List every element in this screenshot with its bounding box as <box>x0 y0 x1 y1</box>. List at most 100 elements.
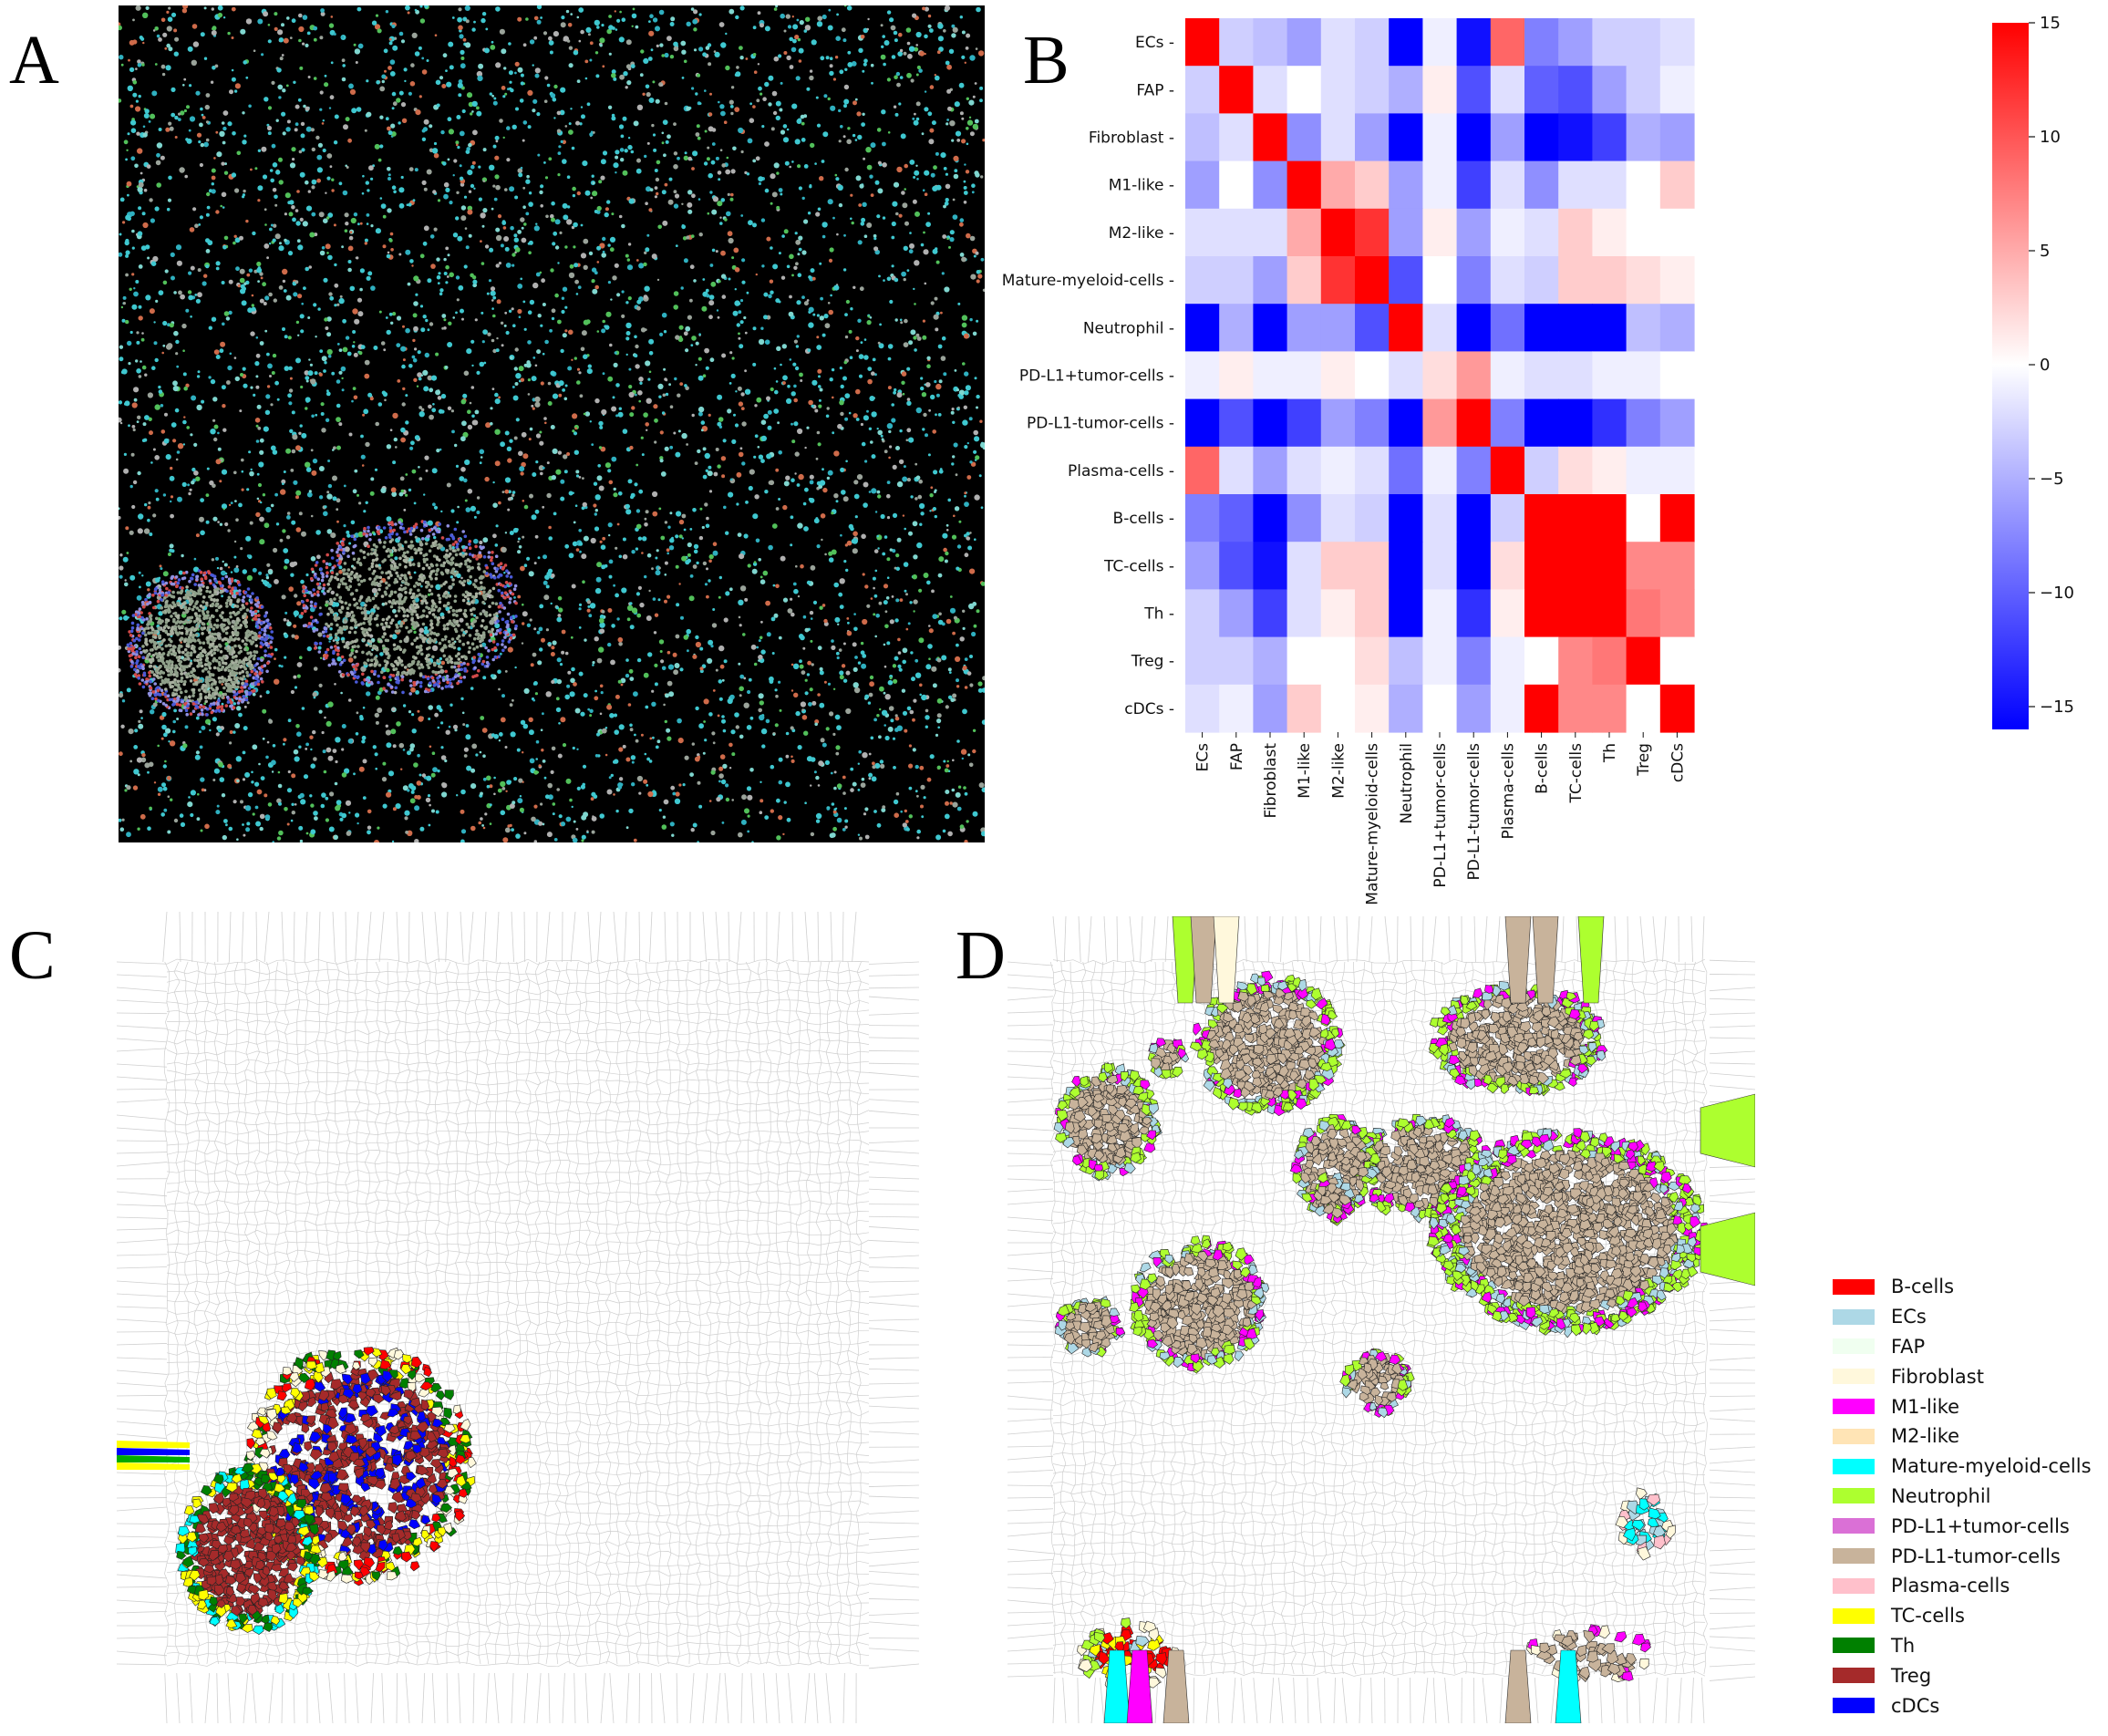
heatmap-cell <box>1355 542 1390 590</box>
heatmap-cell <box>1490 398 1525 448</box>
heatmap-cell <box>1422 542 1458 590</box>
heatmap-cell <box>1185 256 1220 305</box>
cell-type-legend: B-cells ECs FAP Fibroblast M1-like M2-like Mat… <box>1833 1272 2106 1720</box>
heatmap-cell <box>1626 160 1661 210</box>
heatmap-cell <box>1490 113 1525 162</box>
row-tick-label: ECs - <box>1135 34 1174 52</box>
legend-label: M2-like <box>1891 1425 1960 1448</box>
heatmap-cell <box>1592 636 1628 686</box>
heatmap-cell <box>1592 494 1628 542</box>
heatmap-cell <box>1422 684 1458 733</box>
heatmap-panel: ECs - FAP - Fibroblast - M1-like - M2-like -… <box>994 9 2108 921</box>
heatmap-cell <box>1558 351 1593 400</box>
heatmap-cell <box>1626 208 1661 257</box>
row-tick-label: Mature-myeloid-cells - <box>1002 272 1174 290</box>
heatmap-cell <box>1253 304 1288 352</box>
heatmap-cell <box>1253 66 1288 114</box>
heatmap-cell <box>1422 256 1458 305</box>
heatmap-cell <box>1355 494 1390 542</box>
heatmap-cell <box>1185 208 1220 257</box>
heatmap-cell <box>1422 589 1458 638</box>
heatmap-cell <box>1456 113 1492 162</box>
heatmap-cell <box>1422 636 1458 686</box>
legend-item: TC-cells <box>1833 1601 2106 1631</box>
colorbar-tick-label: 5 <box>2040 242 2050 261</box>
legend-swatch <box>1833 1338 1875 1355</box>
row-tick-label: Plasma-cells - <box>1068 462 1174 480</box>
row-tick-label: cDCs - <box>1124 700 1174 718</box>
heatmap-cell <box>1422 160 1458 210</box>
column-tick-label: Neutrophil <box>1398 743 1416 824</box>
heatmap-cell <box>1185 542 1220 590</box>
heatmap-cell <box>1490 589 1525 638</box>
voronoi-plot-c <box>117 912 919 1723</box>
heatmap-cell <box>1253 636 1288 686</box>
heatmap-cell <box>1355 398 1390 448</box>
heatmap-cell <box>1490 636 1525 686</box>
heatmap-cell <box>1524 636 1559 686</box>
heatmap-cell <box>1286 494 1322 542</box>
legend-item: Neutrophil <box>1833 1482 2106 1512</box>
heatmap-cell <box>1286 18 1322 67</box>
heatmap-cell <box>1524 208 1559 257</box>
heatmap-cell <box>1286 542 1322 590</box>
legend-swatch <box>1833 1278 1875 1295</box>
heatmap-cell <box>1320 684 1356 733</box>
heatmap-cell <box>1389 494 1423 542</box>
heatmap-cell <box>1355 304 1390 352</box>
heatmap-cell <box>1286 398 1322 448</box>
heatmap-cell <box>1524 446 1559 495</box>
heatmap-cell <box>1659 684 1695 733</box>
heatmap-cell <box>1659 398 1695 448</box>
legend-label: Mature-myeloid-cells <box>1891 1455 2092 1478</box>
heatmap-cell <box>1659 589 1695 638</box>
tissue-image <box>119 5 985 842</box>
tissue-cells <box>119 5 985 842</box>
colorbar-tick-label: 0 <box>2040 356 2050 375</box>
heatmap-cell <box>1490 542 1525 590</box>
heatmap-cell <box>1286 256 1322 305</box>
heatmap-cell <box>1659 66 1695 114</box>
row-tick-label: Neutrophil - <box>1083 319 1174 337</box>
column-tick-label: Fibroblast <box>1262 743 1280 819</box>
heatmap-cell <box>1659 446 1695 495</box>
heatmap-cell <box>1659 542 1695 590</box>
heatmap-cell <box>1592 113 1628 162</box>
heatmap-cell <box>1422 351 1458 400</box>
heatmap-cell <box>1286 160 1322 210</box>
legend-label: ECs <box>1891 1306 1927 1328</box>
panel-label-d: D <box>956 917 1006 994</box>
legend-swatch <box>1833 1577 1875 1594</box>
heatmap-cell <box>1592 160 1628 210</box>
heatmap-cell <box>1592 256 1628 305</box>
row-tick-label: Th - <box>1143 605 1174 624</box>
heatmap-cell <box>1626 398 1661 448</box>
heatmap-cell <box>1320 351 1356 400</box>
column-tick-label: Mature-myeloid-cells <box>1364 743 1382 905</box>
heatmap-cell <box>1286 304 1322 352</box>
column-tick-label: Treg <box>1635 743 1653 777</box>
heatmap-cell <box>1490 351 1525 400</box>
heatmap-cell <box>1626 684 1661 733</box>
heatmap-cell <box>1659 304 1695 352</box>
heatmap-cell <box>1558 66 1593 114</box>
legend-label: Fibroblast <box>1891 1365 1984 1388</box>
panel-label-a: A <box>9 22 59 98</box>
heatmap-cell <box>1626 636 1661 686</box>
colorbar-tick-label: −5 <box>2040 470 2064 489</box>
legend-swatch <box>1833 1548 1875 1565</box>
heatmap-cell <box>1219 446 1254 495</box>
heatmap-cell <box>1626 589 1661 638</box>
heatmap-cell <box>1355 113 1390 162</box>
heatmap-cell <box>1490 208 1525 257</box>
heatmap-cell <box>1490 66 1525 114</box>
heatmap-cell <box>1626 351 1661 400</box>
heatmap-cell <box>1626 66 1661 114</box>
legend-swatch <box>1833 1369 1875 1385</box>
heatmap-cell <box>1355 160 1390 210</box>
heatmap-cell <box>1320 256 1356 305</box>
legend-swatch <box>1833 1428 1875 1444</box>
legend-item: cDCs <box>1833 1690 2106 1720</box>
heatmap-cell <box>1355 351 1390 400</box>
legend-swatch <box>1833 1698 1875 1714</box>
